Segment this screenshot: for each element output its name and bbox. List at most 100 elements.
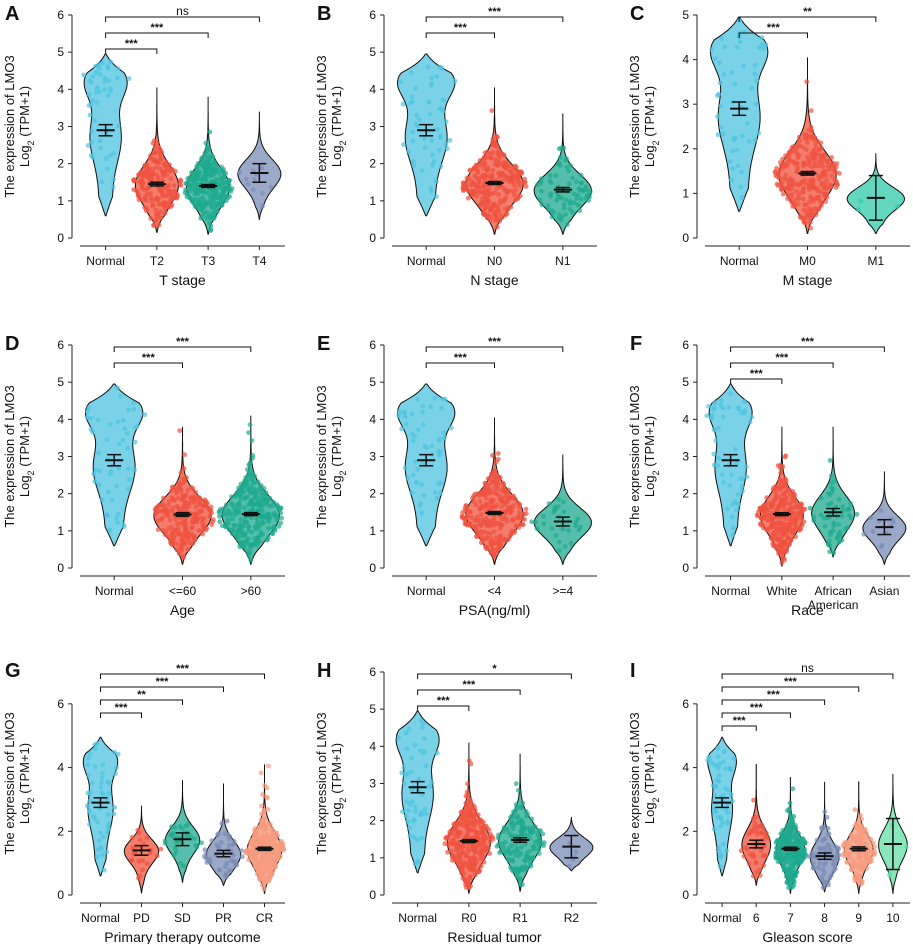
data-point — [735, 163, 741, 169]
y-axis-title-line1: The expression of LMO3 — [627, 55, 642, 197]
data-point — [848, 855, 853, 861]
data-point — [811, 860, 816, 866]
data-point — [725, 506, 730, 511]
data-point — [529, 855, 535, 861]
data-point — [779, 497, 785, 503]
y-tick-label: 5 — [682, 8, 689, 22]
data-point — [142, 205, 148, 210]
data-point — [405, 808, 411, 813]
data-point — [203, 140, 209, 146]
data-point — [820, 170, 825, 176]
data-point — [561, 145, 567, 151]
y-tick-label: 3 — [369, 450, 376, 464]
data-point — [135, 827, 141, 833]
data-point — [494, 185, 500, 191]
data-point — [859, 831, 865, 837]
data-point — [100, 852, 105, 858]
significance-bracket — [417, 705, 470, 711]
data-point — [788, 194, 794, 200]
data-point — [490, 453, 495, 458]
data-point — [474, 491, 480, 497]
data-point — [150, 202, 156, 208]
data-point — [848, 851, 853, 856]
data-point — [219, 523, 225, 529]
data-point — [189, 170, 194, 176]
data-point — [246, 430, 252, 435]
data-point — [783, 495, 789, 501]
y-tick-label: 2 — [369, 487, 376, 501]
data-point — [259, 519, 265, 525]
data-point — [135, 189, 141, 195]
data-point — [230, 502, 236, 508]
y-tick-label: 5 — [682, 375, 689, 389]
data-point — [513, 781, 519, 787]
data-point — [573, 849, 579, 855]
data-point — [429, 162, 435, 168]
data-point — [512, 192, 517, 198]
data-point — [828, 873, 834, 878]
data-point — [162, 210, 168, 216]
data-point — [162, 206, 168, 212]
data-point — [170, 167, 176, 173]
data-point — [721, 749, 727, 755]
data-point — [823, 181, 828, 187]
data-point — [476, 181, 481, 186]
data-point — [468, 761, 474, 767]
data-point — [467, 810, 473, 816]
data-point — [158, 517, 164, 522]
data-point — [450, 839, 455, 844]
data-point — [202, 498, 208, 504]
data-point — [784, 840, 789, 846]
data-point — [818, 140, 824, 146]
data-point — [494, 217, 499, 223]
data-point — [782, 507, 787, 512]
data-point — [732, 82, 738, 87]
data-point — [238, 497, 243, 503]
data-point — [279, 515, 284, 521]
data-point — [264, 867, 269, 872]
violin--4 — [533, 454, 593, 565]
data-point — [532, 824, 538, 830]
data-point — [411, 834, 417, 840]
data-point — [115, 419, 121, 425]
y-axis-title-line1: The expression of LMO3 — [627, 712, 642, 854]
data-point — [514, 804, 520, 810]
data-point — [178, 470, 184, 476]
data-point — [235, 528, 241, 534]
data-point — [509, 813, 515, 818]
data-point — [854, 825, 860, 831]
x-axis-title: T stage — [159, 272, 206, 288]
data-point — [416, 117, 422, 122]
y-tick-label: 3 — [682, 450, 689, 464]
data-point — [488, 498, 494, 504]
y-tick-label: 1 — [682, 186, 689, 200]
data-point — [777, 465, 783, 471]
x-tick-label: N0 — [487, 254, 503, 268]
data-point — [719, 36, 724, 41]
data-point — [122, 426, 128, 432]
data-point — [115, 75, 120, 81]
data-point — [85, 790, 91, 796]
data-point — [811, 155, 817, 161]
data-point — [739, 484, 745, 490]
data-point — [508, 168, 514, 174]
data-point — [749, 86, 755, 91]
data-point — [858, 812, 863, 818]
data-point — [238, 517, 244, 522]
data-point — [102, 87, 107, 92]
data-point — [88, 79, 94, 85]
data-point — [485, 215, 490, 221]
data-point — [232, 841, 238, 847]
data-point — [99, 775, 105, 781]
data-point — [269, 834, 275, 840]
significance-label: *** — [462, 679, 476, 691]
data-point — [477, 522, 483, 528]
data-point — [234, 508, 239, 514]
data-point — [181, 466, 187, 471]
x-axis-title: PSA(ng/ml) — [459, 602, 531, 618]
data-point — [794, 503, 799, 509]
data-point — [488, 504, 494, 510]
data-point — [428, 188, 434, 194]
data-point — [194, 163, 200, 169]
data-point — [789, 816, 795, 822]
